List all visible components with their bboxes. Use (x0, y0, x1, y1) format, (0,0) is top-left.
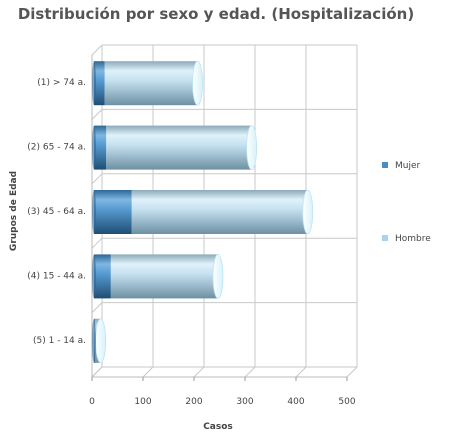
legend-swatch-hombre (382, 235, 388, 241)
bar-start-cap (92, 61, 96, 106)
y-tick-label: (4) 15 - 44 a. (27, 271, 86, 281)
x-tick-label: 200 (185, 397, 202, 407)
bar-end-cap (246, 125, 258, 171)
x-tick-label: 100 (134, 397, 151, 407)
bar-mujer (94, 125, 107, 170)
legend-label-hombre: Hombre (395, 234, 431, 244)
x-tick-label: 500 (338, 397, 355, 407)
y-tick-label: (3) 45 - 64 a. (27, 207, 86, 217)
bar-hombre (106, 125, 252, 170)
bar-end-cap (192, 60, 203, 106)
grid-line-left-wall (91, 302, 103, 313)
bar-hombre (104, 61, 198, 106)
y-tick-label: (2) 65 - 74 a. (27, 143, 86, 153)
bar-start-cap (92, 318, 96, 363)
bar-end-cap (302, 189, 314, 235)
grid-line-floor (193, 366, 205, 378)
bar-hombre (110, 254, 218, 299)
bar-start-cap (92, 254, 96, 299)
grid-line-floor (244, 366, 256, 378)
grid-line-left-wall (91, 237, 103, 249)
x-axis-title: Casos (203, 422, 233, 432)
grid-line-left-wall (91, 44, 103, 56)
bar-mujer (94, 254, 111, 299)
x-tick-label: 300 (236, 397, 253, 407)
legend: Mujer Hombre (382, 161, 431, 244)
y-tick-label: (1) > 74 a. (37, 78, 86, 88)
legend-label-mujer: Mujer (395, 161, 421, 171)
bar-hombre (131, 190, 308, 234)
grid-line-left-wall (91, 366, 103, 378)
grid-line-floor (142, 366, 154, 378)
grid-line-floor (295, 366, 307, 378)
bars (92, 60, 314, 364)
legend-swatch-mujer (382, 162, 388, 168)
x-tick-label: 0 (89, 397, 95, 407)
x-tick-labels: 0 100 200 300 400 500 (89, 377, 356, 407)
bar-start-cap (92, 125, 96, 170)
bar-end-cap (95, 318, 107, 364)
x-tick-label: 400 (287, 397, 304, 407)
grid-line-left-wall (91, 109, 103, 120)
grid-line-floor (346, 366, 358, 378)
y-axis-title: Grupos de Edad (9, 171, 19, 251)
chart-title: Distribución por sexo y edad. (Hospitali… (18, 5, 414, 23)
y-tick-labels: (1) > 74 a. (2) 65 - 74 a. (3) 45 - 64 a. (… (27, 78, 86, 346)
bar-start-cap (92, 190, 96, 234)
grid-line-left-wall (91, 173, 103, 185)
bar-mujer (94, 61, 105, 106)
y-tick-label: (5) 1 - 14 a. (33, 336, 86, 346)
bar-mujer (94, 190, 132, 234)
bar-end-cap (212, 253, 224, 299)
